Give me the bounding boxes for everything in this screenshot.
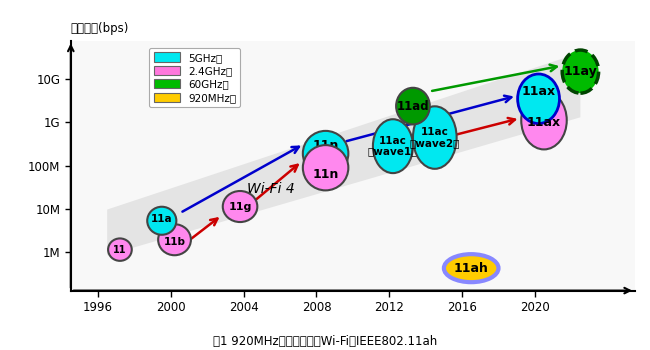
Ellipse shape [148, 207, 176, 235]
Text: 11a: 11a [151, 214, 173, 224]
Ellipse shape [444, 254, 499, 282]
Ellipse shape [562, 50, 599, 93]
Ellipse shape [303, 131, 348, 176]
Text: 11ax: 11ax [527, 116, 561, 129]
Text: 図1 920MHz帯を利用するWi-Fi、IEEE802.11ah: 図1 920MHz帯を利用するWi-Fi、IEEE802.11ah [213, 335, 437, 348]
Text: 11n: 11n [313, 139, 339, 152]
Text: 通信速度(bps): 通信速度(bps) [71, 22, 129, 35]
Text: 11: 11 [113, 245, 127, 255]
Text: 11ac
（wave1）: 11ac （wave1） [368, 136, 418, 156]
Text: 11n: 11n [313, 168, 339, 181]
Ellipse shape [396, 88, 430, 124]
Legend: 5GHz帯, 2.4GHz帯, 60GHz帯, 920MHz帯: 5GHz帯, 2.4GHz帯, 60GHz帯, 920MHz帯 [150, 48, 240, 107]
Ellipse shape [521, 91, 567, 149]
Ellipse shape [303, 145, 348, 190]
Polygon shape [107, 52, 580, 255]
Ellipse shape [223, 191, 257, 222]
Text: 11b: 11b [164, 237, 185, 247]
Ellipse shape [413, 106, 457, 169]
Text: 11ah: 11ah [454, 262, 489, 275]
Text: 11ay: 11ay [564, 65, 597, 78]
Text: 11ad: 11ad [396, 100, 429, 113]
Text: 11g: 11g [228, 202, 252, 211]
Text: 11ac
（wave2）: 11ac （wave2） [410, 127, 460, 148]
Ellipse shape [373, 119, 413, 173]
Text: 11ax: 11ax [521, 84, 556, 98]
Ellipse shape [517, 74, 560, 124]
Ellipse shape [108, 238, 132, 261]
Ellipse shape [158, 224, 191, 255]
Text: Wi-Fi 4: Wi-Fi 4 [247, 182, 295, 196]
